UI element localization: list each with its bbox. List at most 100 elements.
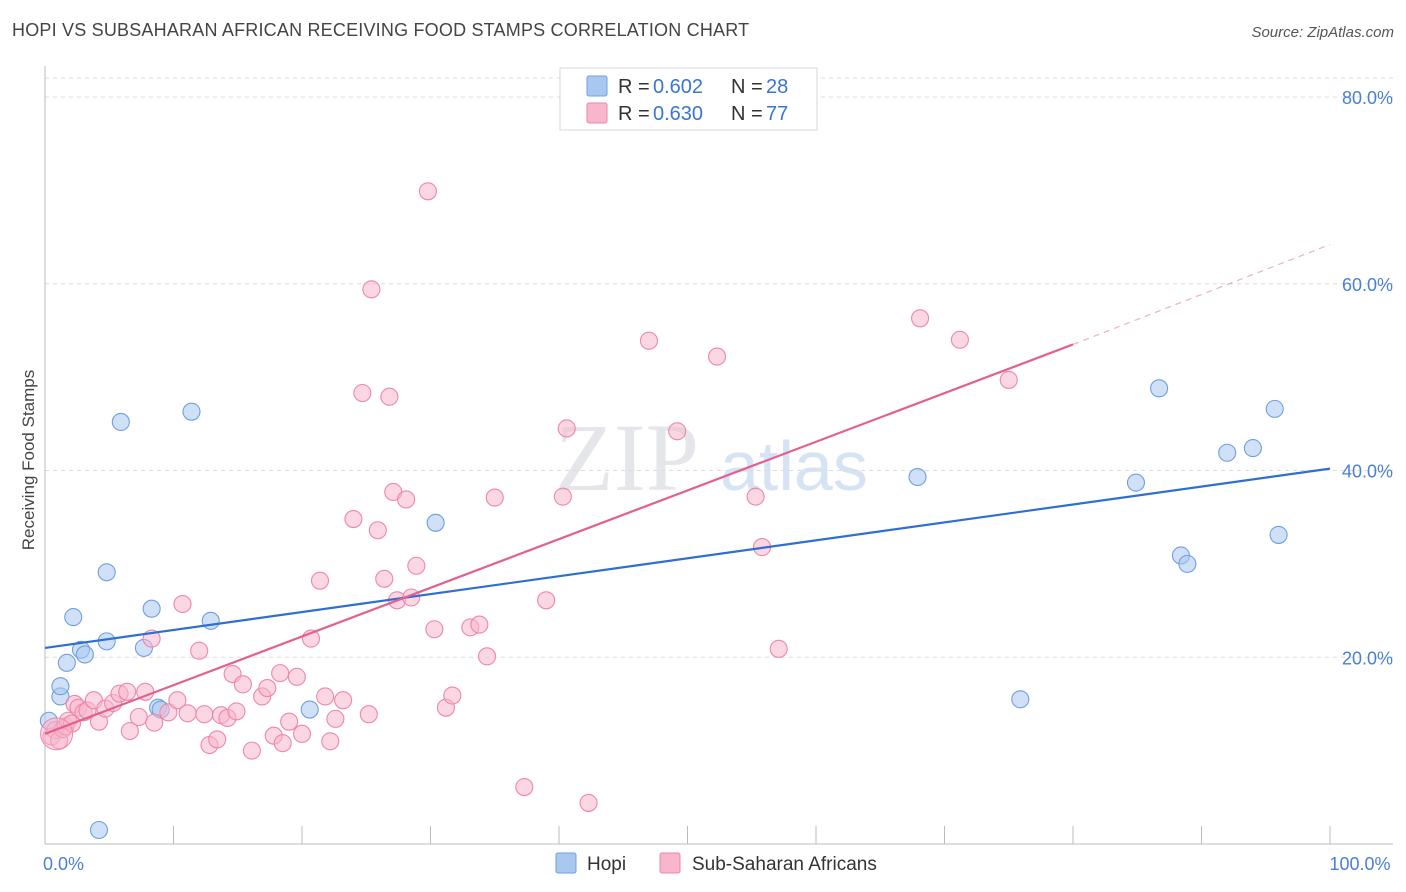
point-subsaharan-61	[407, 556, 426, 575]
axes-layer: 20.0% 40.0% 60.0% 80.0% 0.0% 100.0%	[43, 66, 1393, 874]
point-hopi-18	[426, 513, 445, 532]
point-subsaharan-83	[999, 370, 1018, 389]
point-subsaharan-53	[362, 280, 381, 299]
point-subsaharan-73	[557, 419, 576, 438]
legend-r-label-hopi: R =	[618, 76, 650, 98]
legend-r-value-subsaharan: 0.630	[653, 103, 703, 125]
point-subsaharan-33	[227, 702, 246, 721]
point-subsaharan-68	[477, 647, 497, 666]
point-subsaharan-82	[950, 330, 969, 349]
bottom-legend: Hopi Sub-Saharan Africans	[555, 852, 877, 875]
point-subsaharan-63	[425, 620, 444, 639]
point-subsaharan-54	[368, 521, 387, 540]
point-subsaharan-47	[321, 732, 340, 751]
watermark-atlas: atlas	[720, 427, 868, 505]
point-hopi-22	[1150, 379, 1169, 398]
point-subsaharan-71	[537, 591, 556, 610]
point-subsaharan-55	[375, 569, 394, 588]
point-subsaharan-45	[310, 571, 330, 590]
point-hopi-4	[64, 608, 83, 627]
point-subsaharan-29	[208, 730, 227, 749]
legend-n-value-hopi: 28	[766, 76, 788, 98]
point-subsaharan-48	[326, 709, 345, 728]
point-hopi-7	[97, 632, 116, 651]
point-subsaharan-62	[418, 182, 437, 201]
bottom-legend-label-hopi: Hopi	[587, 854, 626, 875]
point-subsaharan-17	[120, 721, 139, 741]
point-subsaharan-25	[178, 704, 197, 723]
y-tick-label-20: 20.0%	[1342, 648, 1393, 668]
legend-swatch-hopi	[586, 75, 608, 97]
point-subsaharan-24	[173, 594, 192, 614]
point-subsaharan-51	[353, 383, 372, 403]
bottom-legend-swatch-hopi	[555, 852, 577, 874]
point-subsaharan-50	[344, 510, 363, 529]
point-subsaharan-37	[258, 679, 277, 698]
point-subsaharan-49	[334, 691, 353, 710]
legend-n-label-subsaharan: N =	[731, 103, 763, 125]
point-subsaharan-22	[159, 703, 178, 722]
trend-layer	[44, 243, 1331, 735]
point-subsaharan-27	[195, 705, 214, 724]
point-subsaharan-35	[242, 741, 261, 760]
point-hopi-17	[300, 700, 319, 719]
point-subsaharan-34	[233, 675, 252, 694]
point-hopi-9	[111, 412, 130, 431]
point-subsaharan-77	[708, 347, 727, 366]
point-hopi-14	[182, 402, 201, 421]
trendline-subsaharan-extension	[1072, 243, 1331, 346]
point-subsaharan-78	[746, 487, 765, 506]
point-subsaharan-16	[118, 682, 137, 701]
point-hopi-11	[142, 599, 161, 618]
point-hopi-20	[1011, 690, 1030, 709]
points-layer	[39, 182, 1288, 840]
point-subsaharan-67	[470, 615, 489, 634]
point-hopi-6	[75, 645, 94, 664]
legend-r-label-subsaharan: R =	[618, 103, 650, 125]
bottom-legend-swatch-subsaharan	[659, 852, 681, 874]
point-subsaharan-72	[553, 487, 572, 506]
point-hopi-28	[1269, 525, 1288, 544]
point-hopi-15	[201, 611, 220, 630]
point-hopi-8	[97, 563, 116, 582]
point-subsaharan-40	[273, 734, 292, 753]
point-subsaharan-23	[168, 691, 187, 710]
bottom-legend-label-subsaharan: Sub-Saharan Africans	[692, 854, 877, 875]
point-subsaharan-18	[129, 707, 148, 727]
point-subsaharan-75	[639, 331, 659, 350]
point-subsaharan-42	[287, 667, 306, 686]
point-hopi-19	[908, 467, 927, 487]
x-tick-label-100: 100.0%	[1329, 854, 1390, 874]
point-subsaharan-21	[145, 713, 164, 732]
watermark-zip: ZIP	[555, 404, 699, 511]
point-subsaharan-46	[316, 687, 335, 706]
point-hopi-26	[1243, 439, 1262, 458]
point-subsaharan-65	[443, 686, 462, 705]
chart-title: HOPI VS SUBSAHARAN AFRICAN RECEIVING FOO…	[12, 20, 750, 40]
chart-source: Source: ZipAtlas.com	[1251, 24, 1394, 41]
point-subsaharan-26	[190, 641, 209, 660]
legend-n-label-hopi: N =	[731, 76, 763, 98]
y-axis-label: Receiving Food Stamps	[19, 370, 38, 550]
trendline-subsaharan	[44, 343, 1074, 735]
point-subsaharan-70	[515, 777, 534, 797]
point-hopi-21	[1126, 473, 1146, 492]
point-subsaharan-43	[292, 724, 312, 743]
point-subsaharan-59	[397, 490, 416, 509]
y-tick-label-40: 40.0%	[1342, 462, 1393, 482]
point-hopi-2	[51, 677, 70, 696]
point-subsaharan-52	[359, 705, 378, 724]
y-tick-label-80: 80.0%	[1342, 88, 1393, 108]
point-subsaharan-80	[769, 639, 788, 658]
y-tick-label-60: 60.0%	[1342, 275, 1393, 295]
legend-n-value-subsaharan: 77	[766, 103, 788, 125]
point-subsaharan-74	[579, 793, 598, 812]
legend-r-value-hopi: 0.602	[653, 76, 703, 98]
point-hopi-3	[57, 653, 76, 672]
trendline-hopi	[44, 467, 1331, 650]
point-hopi-24	[1178, 554, 1197, 573]
point-subsaharan-81	[911, 309, 930, 328]
point-subsaharan-76	[668, 422, 687, 441]
top-legend: R = 0.602 N = 28 R = 0.630 N = 77	[559, 67, 818, 131]
